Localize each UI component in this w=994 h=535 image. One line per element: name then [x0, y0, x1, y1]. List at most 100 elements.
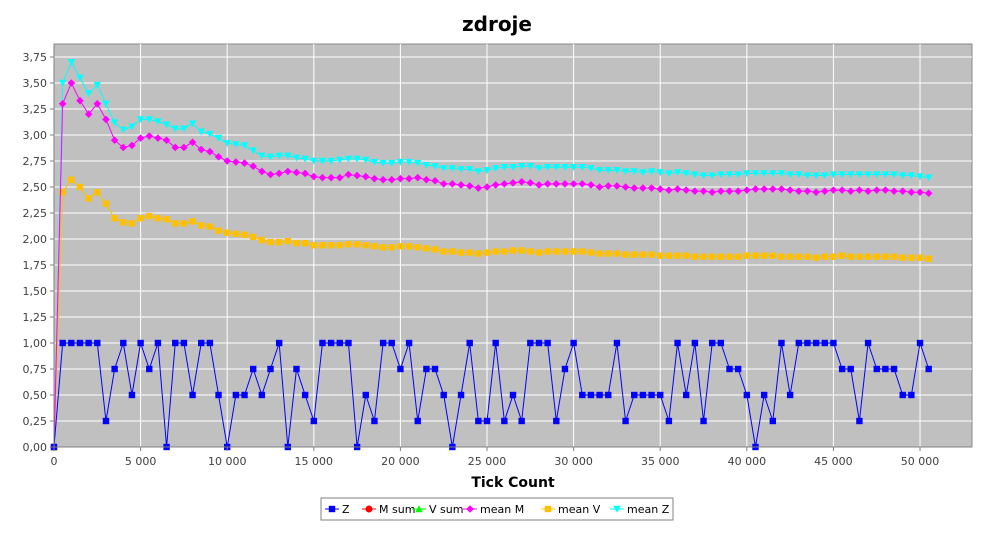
data-point-mean-m [881, 186, 890, 194]
data-point-z [631, 391, 638, 399]
data-point-mean-z [656, 169, 664, 177]
data-point-z [301, 391, 309, 399]
data-point-mean-z [613, 167, 621, 175]
data-point-mean-m [154, 134, 162, 142]
data-point-mean-m [370, 174, 379, 183]
data-point-z [457, 391, 465, 399]
data-point-mean-v [397, 243, 404, 250]
data-point-z [856, 417, 863, 425]
legend-marker [544, 505, 552, 513]
data-point-mean-z [855, 171, 864, 179]
data-point-mean-v [111, 215, 118, 222]
data-point-z [925, 365, 932, 373]
data-point-mean-v [899, 254, 906, 261]
data-point-mean-z [110, 119, 119, 127]
data-point-mean-m [327, 173, 335, 182]
data-point-z [371, 417, 378, 425]
data-point-z [275, 339, 283, 347]
data-point-z [431, 365, 439, 373]
data-point-mean-m [595, 183, 604, 191]
data-point-z [414, 417, 421, 425]
x-tick-label: 30 000 [554, 455, 593, 468]
data-point-mean-m [561, 180, 569, 188]
data-point-mean-z [907, 172, 916, 180]
data-point-z [899, 391, 906, 399]
data-point-mean-v [172, 220, 179, 227]
data-point-mean-z [206, 130, 214, 138]
data-point-mean-z [847, 171, 855, 179]
data-point-mean-v [708, 253, 716, 260]
data-point-mean-m [829, 186, 838, 194]
data-point-mean-v [760, 252, 768, 259]
data-point-mean-m [691, 187, 699, 195]
data-point-z [388, 339, 395, 347]
data-point-z [587, 391, 595, 399]
data-point-mean-v [241, 231, 248, 239]
legend-marker [328, 505, 336, 513]
data-point-z [336, 339, 343, 347]
data-point-mean-z [240, 142, 249, 150]
data-point-mean-v [475, 250, 482, 257]
data-point-mean-z [881, 171, 890, 179]
legend-label: mean Z [627, 503, 670, 516]
data-point-mean-m [907, 188, 916, 196]
data-point-z [440, 391, 447, 399]
data-point-mean-m [578, 180, 587, 188]
data-point-mean-m [67, 79, 76, 87]
data-point-mean-m [699, 187, 708, 195]
data-point-mean-v [85, 195, 92, 202]
data-point-z [657, 391, 664, 399]
data-point-mean-v [501, 248, 508, 255]
data-point-mean-v [327, 242, 335, 249]
data-point-mean-v [319, 242, 326, 249]
data-point-mean-z [145, 116, 153, 124]
data-point-mean-z [154, 118, 162, 126]
data-point-mean-m [924, 189, 933, 198]
data-point-mean-m [587, 181, 595, 189]
data-point-mean-v [622, 251, 629, 258]
data-point-mean-v [206, 223, 214, 230]
data-point-mean-m [266, 170, 275, 179]
data-point-z [59, 339, 66, 347]
data-point-mean-v [683, 252, 690, 259]
data-point-mean-z [760, 170, 768, 178]
data-point-mean-z [275, 152, 283, 160]
data-point-mean-v [293, 239, 300, 247]
data-point-mean-z [552, 164, 561, 171]
data-point-mean-m [786, 186, 794, 194]
data-point-mean-v [717, 253, 725, 260]
data-point-mean-z [258, 152, 266, 160]
grid [53, 44, 972, 448]
legend-item-mean-z: mean Z [610, 503, 670, 516]
data-point-mean-v [665, 252, 673, 259]
data-point-z [622, 417, 629, 425]
data-point-mean-v [691, 253, 699, 260]
data-point-z [249, 365, 257, 373]
data-point-mean-m [725, 187, 734, 195]
data-point-mean-z [84, 90, 93, 98]
data-point-mean-m [422, 175, 431, 184]
data-point-mean-m [240, 159, 249, 167]
data-point-mean-z [829, 171, 838, 179]
data-point-mean-m [76, 96, 84, 105]
data-point-mean-v [786, 253, 794, 260]
y-tick-label: 2,25 [23, 207, 48, 220]
axes: 0,00 0,25 0,50 0,75 1,00 1,25 1,50 1,75 2,00 2,25… [23, 44, 972, 468]
data-point-mean-v [128, 220, 136, 227]
data-point-mean-v [146, 212, 153, 220]
data-point-mean-v [137, 215, 144, 222]
data-point-mean-v [189, 218, 196, 225]
data-point-mean-z [795, 171, 803, 179]
data-point-mean-m [465, 182, 474, 190]
data-point-mean-z [509, 164, 517, 171]
data-point-mean-v [284, 237, 292, 245]
data-point-mean-m [258, 167, 266, 176]
data-point-mean-m [379, 175, 387, 184]
data-point-mean-m [656, 185, 665, 193]
data-point-mean-z [344, 155, 353, 163]
data-point-z [873, 365, 880, 373]
data-point-mean-m [292, 168, 301, 177]
y-tick-label: 3,75 [23, 51, 48, 64]
data-point-mean-v [561, 248, 569, 255]
